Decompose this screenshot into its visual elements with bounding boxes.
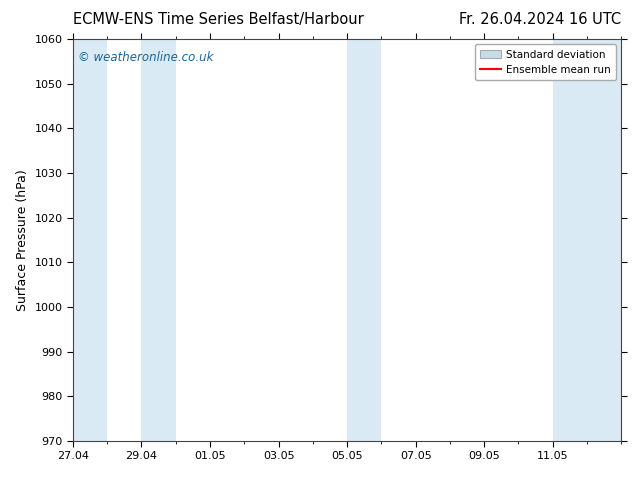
Bar xyxy=(141,39,176,441)
Text: ECMW-ENS Time Series Belfast/Harbour: ECMW-ENS Time Series Belfast/Harbour xyxy=(73,12,364,27)
Text: © weatheronline.co.uk: © weatheronline.co.uk xyxy=(79,51,214,64)
Y-axis label: Surface Pressure (hPa): Surface Pressure (hPa) xyxy=(16,169,29,311)
Bar xyxy=(73,39,107,441)
Bar xyxy=(553,39,621,441)
Text: Fr. 26.04.2024 16 UTC: Fr. 26.04.2024 16 UTC xyxy=(459,12,621,27)
Legend: Standard deviation, Ensemble mean run: Standard deviation, Ensemble mean run xyxy=(475,45,616,80)
Bar xyxy=(347,39,382,441)
